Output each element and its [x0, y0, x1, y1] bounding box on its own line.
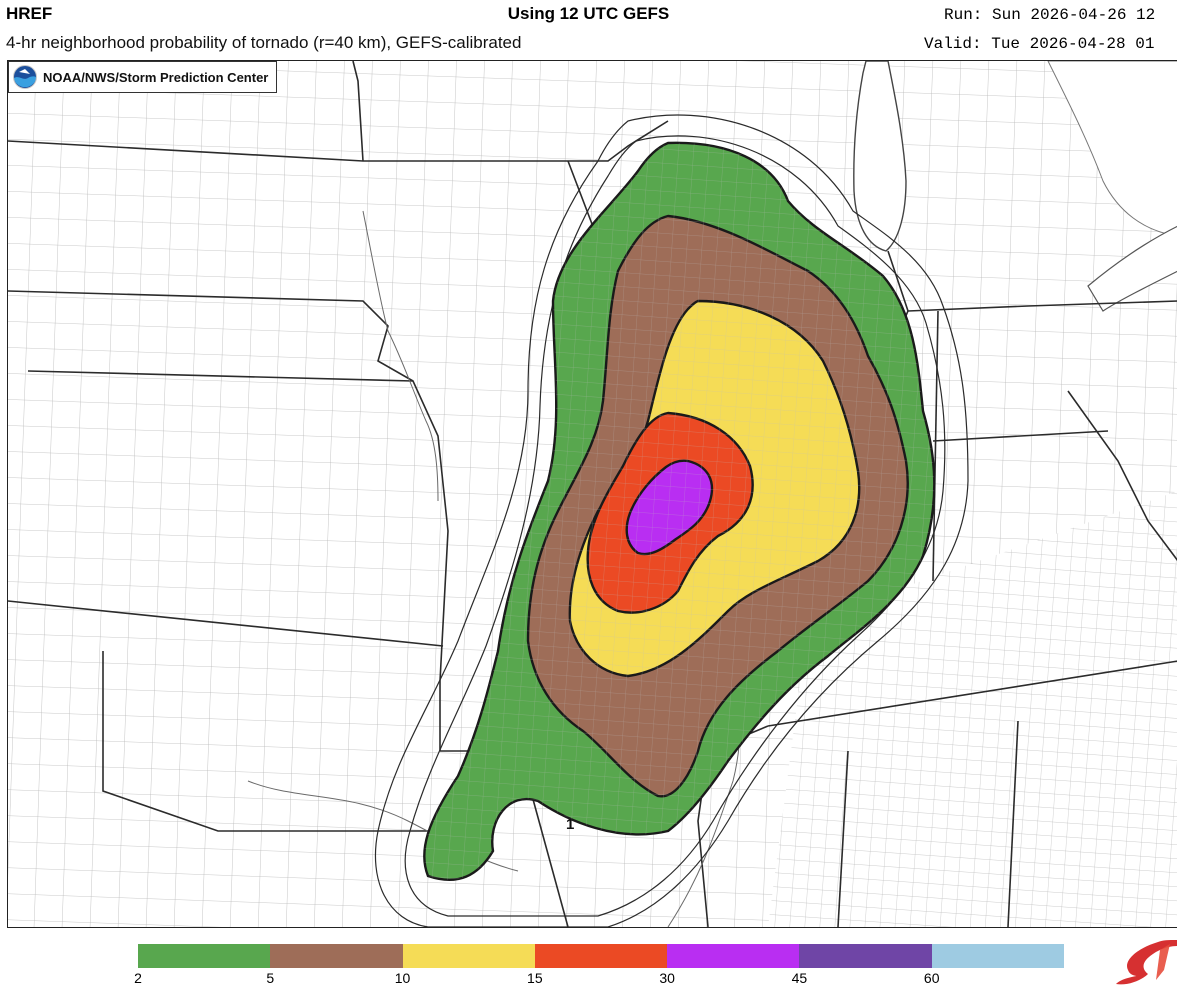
legend-swatch — [534, 944, 668, 968]
legend-tick-label: 60 — [923, 970, 940, 986]
probability-map: 1 — [7, 60, 1177, 928]
legend-swatch — [799, 944, 932, 968]
contour-label: 1 — [566, 816, 574, 833]
lake-michigan — [853, 61, 907, 252]
legend-tick-label: 5 — [266, 970, 275, 986]
legend-swatch — [138, 944, 271, 968]
run-time: Run: Sun 2026-04-26 12 — [944, 6, 1156, 24]
legend-swatch — [402, 944, 535, 968]
header: HREF Using 12 UTC GEFS 4-hr neighborhood… — [0, 0, 1177, 60]
legend-tick-label: 15 — [527, 970, 543, 986]
credit-box: NOAA/NWS/Storm Prediction Center — [8, 61, 278, 93]
contour-line-outer — [374, 114, 969, 927]
contour-line-1 — [404, 135, 946, 917]
legend-ticks: 2 5 10 15 30 45 60 — [0, 970, 1177, 988]
color-legend — [138, 944, 1064, 968]
product-subtitle: 4-hr neighborhood probability of tornado… — [6, 33, 522, 52]
county-overlay — [424, 142, 935, 880]
lake-huron-area — [1047, 61, 1177, 237]
legend-swatch — [270, 944, 403, 968]
legend-tick-label: 10 — [394, 970, 411, 986]
map-canvas: 1 — [8, 61, 1177, 927]
legend-swatch — [931, 944, 1064, 968]
legend-swatch — [667, 944, 800, 968]
valid-time: Valid: Tue 2026-04-28 01 — [924, 35, 1155, 53]
credit-text: NOAA/NWS/Storm Prediction Center — [43, 69, 269, 85]
spc-logo-icon — [1116, 940, 1177, 985]
legend-tick-label: 45 — [791, 970, 808, 986]
model-name: HREF — [6, 4, 53, 23]
noaa-logo-icon — [13, 65, 37, 89]
page-title: Using 12 UTC GEFS — [507, 4, 670, 23]
legend-tick-label: 30 — [659, 970, 675, 986]
legend-tick-label: 2 — [134, 970, 142, 986]
